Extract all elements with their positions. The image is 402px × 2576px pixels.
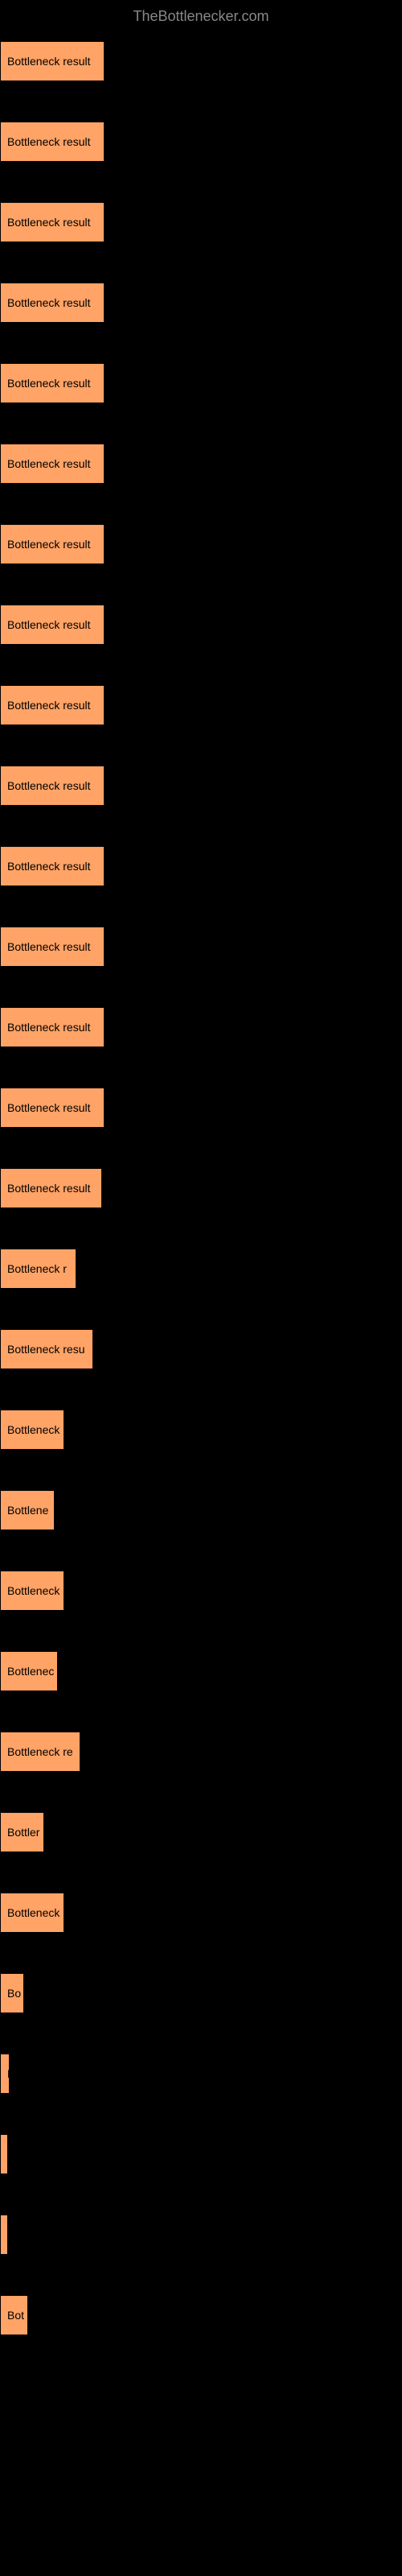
bar-label: Bottlene	[7, 1504, 48, 1517]
bar-label: Bottleneck result	[7, 1101, 91, 1114]
bar-row: Bottleneck result	[0, 122, 402, 162]
bar-label: Bottler	[7, 1826, 39, 1839]
bar: Bottlene	[0, 1490, 55, 1530]
bar-row: Bottleneck result	[0, 846, 402, 886]
bar: Bottleneck r	[0, 1249, 76, 1289]
bar-label: Bottleneck result	[7, 55, 91, 68]
bar: Bottleneck result	[0, 685, 105, 725]
bar-label: Bottleneck	[7, 1423, 59, 1436]
bar-row: E	[0, 2054, 402, 2094]
bar-row: Bo	[0, 1973, 402, 2013]
bar-label: Bottleneck result	[7, 940, 91, 953]
bar-row: Bottlenec	[0, 1651, 402, 1691]
bar: Bottleneck result	[0, 41, 105, 81]
bar-row: Bottleneck	[0, 1893, 402, 1933]
bar: Bottleneck result	[0, 202, 105, 242]
bar-row: Bottleneck result	[0, 766, 402, 806]
bar-label: Bottlenec	[7, 1665, 54, 1678]
bar: Bottleneck result	[0, 444, 105, 484]
bar-label: Bottleneck result	[7, 216, 91, 229]
bar-row: Bot	[0, 2295, 402, 2335]
bar-row: Bottleneck result	[0, 1168, 402, 1208]
bar: Bottleneck result	[0, 1168, 102, 1208]
bar-label: Bottleneck	[7, 1584, 59, 1597]
bar-row: Bottleneck result	[0, 524, 402, 564]
bar-row: Bottleneck result	[0, 605, 402, 645]
bar: E	[0, 2054, 10, 2094]
bar: Bottleneck result	[0, 524, 105, 564]
bar-row: Bottleneck result	[0, 202, 402, 242]
bar: Bottleneck result	[0, 846, 105, 886]
bar-label: Bo	[7, 1987, 21, 2000]
bar-row: Bottleneck re	[0, 1732, 402, 1772]
bar: Bo	[0, 1973, 24, 2013]
bar-row: Bottleneck resu	[0, 1329, 402, 1369]
bar-label: Bottleneck result	[7, 538, 91, 551]
bar-row: Bottleneck r	[0, 1249, 402, 1289]
bar-row: Bottleneck result	[0, 41, 402, 81]
bar-label: Bottleneck result	[7, 779, 91, 792]
bar: Bottleneck result	[0, 927, 105, 967]
bar: Bottleneck result	[0, 283, 105, 323]
bar-row: Bottleneck result	[0, 1088, 402, 1128]
bar: Bottleneck resu	[0, 1329, 93, 1369]
bar-row: Bottlene	[0, 1490, 402, 1530]
bar-row: Bottleneck result	[0, 1007, 402, 1047]
bar-label: Bottleneck result	[7, 457, 91, 470]
bar-label: Bottleneck result	[7, 135, 91, 148]
bar: Bot	[0, 2295, 28, 2335]
bar-row: Bottler	[0, 1812, 402, 1852]
bar-row: Bottleneck result	[0, 363, 402, 403]
bar: Bottleneck	[0, 1410, 64, 1450]
bar-row: Bottleneck	[0, 1571, 402, 1611]
bar: Bottleneck result	[0, 1088, 105, 1128]
bar-row: Bottleneck	[0, 1410, 402, 1450]
bar-label: Bottleneck result	[7, 618, 91, 631]
bar-label: Bottleneck result	[7, 1182, 91, 1195]
bar-row	[0, 2134, 402, 2174]
bar-label: Bottleneck result	[7, 699, 91, 712]
bar-label: Bottleneck result	[7, 377, 91, 390]
bar-label: E	[7, 2067, 10, 2080]
header: TheBottlenecker.com	[0, 0, 402, 33]
bar-label: Bottleneck r	[7, 1262, 67, 1275]
bar-label: Bottleneck result	[7, 296, 91, 309]
bar: Bottleneck result	[0, 1007, 105, 1047]
bar: Bottlenec	[0, 1651, 58, 1691]
chart-container: Bottleneck result Bottleneck result Bottle…	[0, 33, 402, 2384]
bar: Bottleneck result	[0, 605, 105, 645]
bar: Bottleneck result	[0, 363, 105, 403]
bar-label: Bottleneck re	[7, 1745, 73, 1758]
bar: Bottleneck result	[0, 766, 105, 806]
bar: Bottleneck re	[0, 1732, 80, 1772]
bar-row: Bottleneck result	[0, 685, 402, 725]
header-title: TheBottlenecker.com	[133, 8, 269, 24]
bar-label: Bot	[7, 2309, 24, 2322]
bar: Bottleneck result	[0, 122, 105, 162]
bar: Bottleneck	[0, 1893, 64, 1933]
bar-row	[0, 2215, 402, 2255]
bar-label: Bottleneck resu	[7, 1343, 85, 1356]
bar: Bottler	[0, 1812, 44, 1852]
bar-row: Bottleneck result	[0, 927, 402, 967]
bar	[0, 2134, 8, 2174]
bar-row: Bottleneck result	[0, 283, 402, 323]
bar-label: Bottleneck	[7, 1906, 59, 1919]
bar: Bottleneck	[0, 1571, 64, 1611]
bar-row: Bottleneck result	[0, 444, 402, 484]
bar-label: Bottleneck result	[7, 860, 91, 873]
bar	[0, 2215, 8, 2255]
bar-label: Bottleneck result	[7, 1021, 91, 1034]
